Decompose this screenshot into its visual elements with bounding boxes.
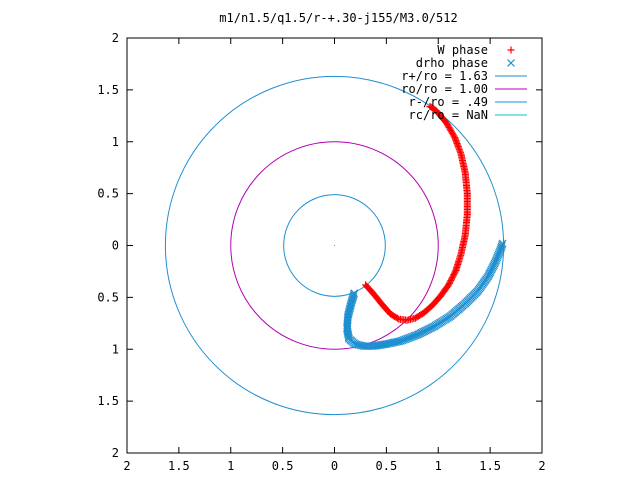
data-point: [426, 102, 434, 110]
circle-1: [230, 141, 439, 350]
x-tick-label: 2: [123, 459, 130, 473]
y-tick-label: 0.5: [97, 290, 119, 304]
y-tick-label: 1.5: [97, 394, 119, 408]
legend-drho-phase-sample: [507, 59, 515, 67]
data-point: [451, 268, 459, 276]
legend-circle-0-label: r+/ro = 1.63: [401, 69, 488, 83]
legend-circle-2-label: r-/ro = .49: [409, 95, 488, 109]
data-point: [427, 103, 435, 111]
x-tick-label: 0.5: [376, 459, 398, 473]
y-tick-label: 2: [112, 31, 119, 45]
y-tick-label: 1: [112, 135, 119, 149]
x-tick-label: 1.5: [168, 459, 190, 473]
legend-circle-3-label: rc/ro = NaN: [409, 108, 488, 122]
data-point: [498, 239, 507, 248]
chart-title: m1/n1.5/q1.5/r-+.30-j155/M3.0/512: [219, 11, 457, 25]
y-tick-label: 2: [112, 446, 119, 460]
y-tick-label: 1: [112, 342, 119, 356]
center-point: [334, 245, 335, 246]
x-tick-label: 1.5: [479, 459, 501, 473]
x-tick-label: 2: [538, 459, 545, 473]
x-tick-label: 1: [435, 459, 442, 473]
legend-drho-phase-label: drho phase: [416, 56, 488, 70]
data-point: [344, 331, 353, 340]
reference-circles: [164, 75, 505, 416]
data-series: [343, 102, 507, 351]
y-tick-label: 1.5: [97, 83, 119, 97]
axis-ticks: 2 1.5 1 0.5 0 0.5 1 1.5 221.510.500.511.52: [97, 31, 545, 473]
y-tick-label: 0: [112, 239, 119, 253]
legend-w-phase-sample: [507, 46, 515, 54]
x-tick-label: 0: [331, 459, 338, 473]
legend-w-phase-label: W phase: [437, 43, 488, 57]
data-point: [393, 314, 401, 322]
y-tick-label: 0.5: [97, 187, 119, 201]
series-drho-phase: [343, 239, 507, 351]
circle-2: [283, 194, 386, 297]
series-w-phase: [362, 102, 471, 324]
data-point: [498, 241, 506, 249]
legend-circle-1-label: ro/ro = 1.00: [401, 82, 488, 96]
x-tick-label: 0.5: [272, 459, 294, 473]
x-tick-label: 1: [227, 459, 234, 473]
